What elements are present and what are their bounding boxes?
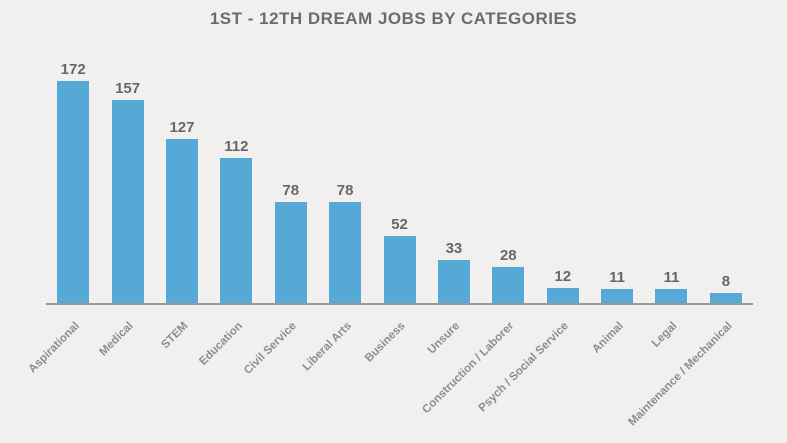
bar-value-label: 172 xyxy=(60,61,86,78)
bar xyxy=(546,288,579,303)
category-label-slot: Education xyxy=(197,305,263,441)
category-label: Unsure xyxy=(425,320,463,357)
category-label-slot: Civil Service xyxy=(242,305,318,441)
category-label: Animal xyxy=(589,320,626,356)
bar xyxy=(220,158,253,303)
bar-value-label: 11 xyxy=(663,269,680,286)
bar-group: 78 xyxy=(318,182,372,303)
bar-group: 33 xyxy=(427,240,481,303)
bar-value-label: 8 xyxy=(721,273,731,290)
bars-row: 172 157 127 112 78 78 52 33 28 12 11 xyxy=(46,35,753,303)
bar-value-label: 127 xyxy=(169,119,195,136)
bar-group: 12 xyxy=(536,268,590,303)
bar xyxy=(329,202,362,303)
category-label-slot: Liberal Arts xyxy=(300,305,372,441)
bar-value-label: 78 xyxy=(336,182,354,199)
bar-value-label: 28 xyxy=(499,247,517,264)
bar xyxy=(111,100,144,303)
category-labels-row: Aspirational Medical STEM Education Civi… xyxy=(26,305,753,441)
bar xyxy=(274,202,307,303)
bar xyxy=(165,139,198,303)
bar-group: 157 xyxy=(100,80,154,303)
bar-value-label: 157 xyxy=(115,80,141,97)
category-label: Aspirational xyxy=(26,320,82,376)
bar xyxy=(655,289,688,303)
bar-group: 11 xyxy=(644,269,698,303)
category-label: Medical xyxy=(97,320,137,359)
bar xyxy=(437,260,470,303)
bar-group: 28 xyxy=(481,247,535,303)
bar-value-label: 78 xyxy=(282,182,300,199)
category-label: Legal xyxy=(650,320,680,350)
bar-group: 52 xyxy=(372,216,426,303)
bar-value-label: 12 xyxy=(554,268,572,285)
bar-group: 8 xyxy=(699,273,753,303)
x-axis-line xyxy=(46,303,753,305)
bar-value-label: 11 xyxy=(609,269,626,286)
bar-group: 127 xyxy=(155,119,209,303)
bar-group: 172 xyxy=(46,61,100,303)
bar-group: 78 xyxy=(264,182,318,303)
category-label-slot: STEM xyxy=(155,305,209,441)
bar-value-label: 33 xyxy=(445,240,463,257)
category-label-slot: Psych / Social Service xyxy=(477,305,590,441)
bar-value-label: 52 xyxy=(391,216,408,233)
category-label-slot: Business xyxy=(363,305,426,441)
bar xyxy=(57,81,90,303)
bar xyxy=(383,236,416,303)
bar-group: 112 xyxy=(209,138,263,303)
bar-group: 11 xyxy=(590,269,644,303)
category-label: STEM xyxy=(159,320,191,352)
bar xyxy=(492,267,525,303)
category-label-slot: Aspirational xyxy=(26,305,100,441)
bar xyxy=(709,293,742,303)
bar xyxy=(601,289,634,303)
category-label-slot: Medical xyxy=(97,305,154,441)
chart-title: 1ST - 12TH DREAM JOBS BY CATEGORIES xyxy=(209,9,578,28)
plot-area: 172 157 127 112 78 78 52 33 28 12 11 xyxy=(26,35,753,441)
category-label-slot: Maintenance / Mechanical xyxy=(626,305,753,441)
bar-value-label: 112 xyxy=(224,138,249,155)
